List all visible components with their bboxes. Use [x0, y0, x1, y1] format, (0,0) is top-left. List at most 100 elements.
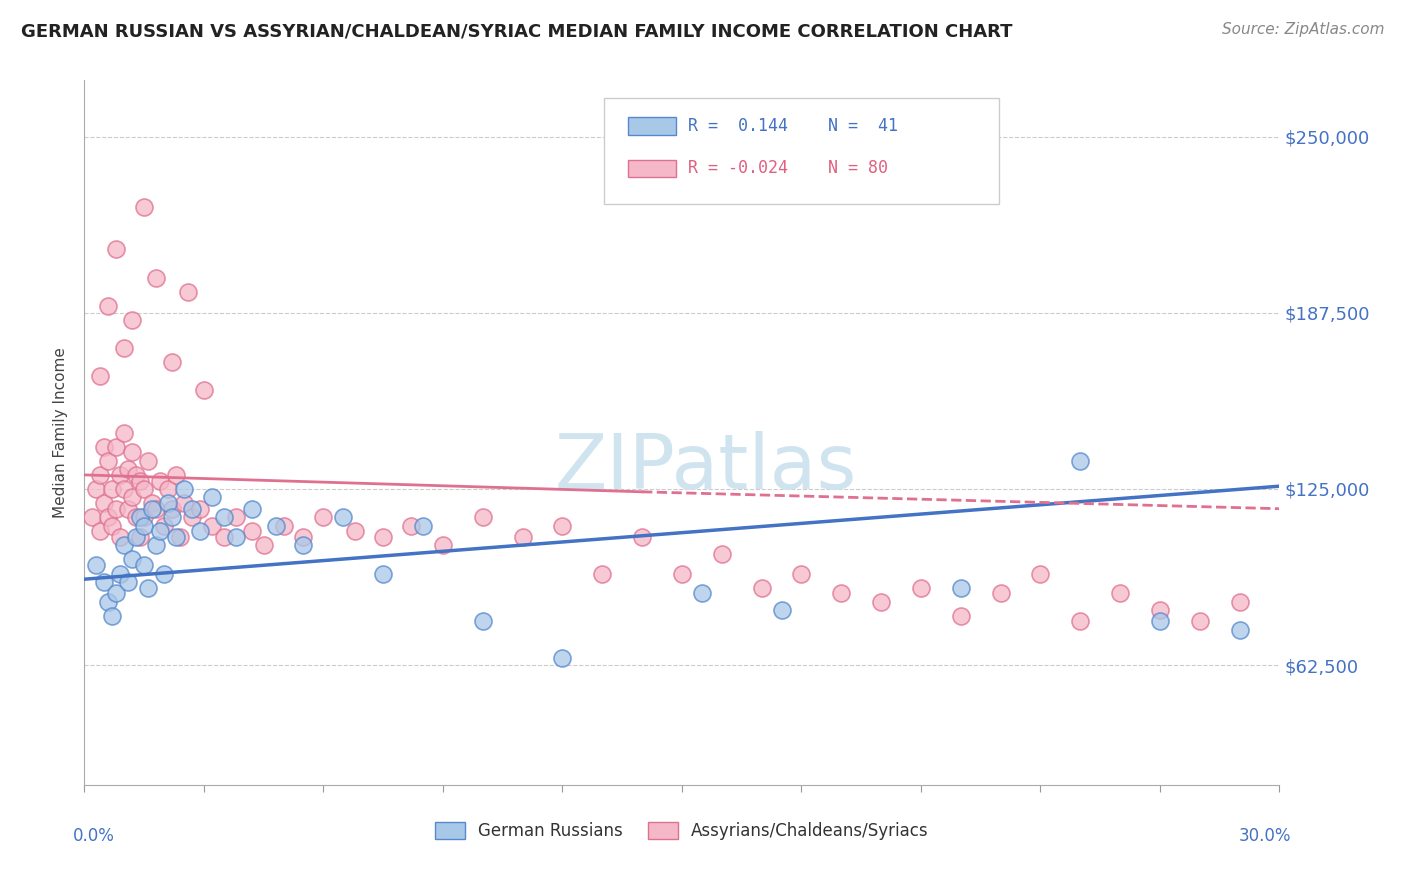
Point: [101, 482, 124, 496]
Point: [89, 467, 111, 482]
Point: [132, 558, 156, 573]
Point: [373, 530, 395, 544]
Point: [141, 501, 163, 516]
Point: [132, 510, 156, 524]
Point: [212, 510, 235, 524]
Point: [110, 566, 132, 581]
Point: [157, 482, 180, 496]
Legend: German Russians, Assyrians/Chaldeans/Syriacs: German Russians, Assyrians/Chaldeans/Syr…: [434, 822, 929, 840]
Point: [149, 474, 172, 488]
Point: [101, 518, 124, 533]
Point: [201, 491, 224, 505]
Point: [112, 341, 135, 355]
Point: [112, 482, 135, 496]
Point: [1029, 566, 1052, 581]
Point: [201, 518, 224, 533]
Point: [160, 501, 183, 516]
Point: [82, 510, 104, 524]
Point: [132, 482, 156, 496]
Point: [101, 608, 124, 623]
Point: [253, 538, 276, 552]
Point: [121, 491, 143, 505]
Point: [117, 574, 139, 589]
Point: [240, 501, 263, 516]
Point: [105, 440, 128, 454]
Point: [1229, 623, 1251, 637]
Point: [121, 313, 143, 327]
Point: [93, 496, 115, 510]
Point: [870, 595, 893, 609]
Point: [1149, 603, 1171, 617]
Point: [153, 566, 176, 581]
Point: [93, 440, 115, 454]
Point: [132, 200, 156, 214]
Point: [710, 547, 733, 561]
Point: [157, 496, 180, 510]
Point: [173, 496, 195, 510]
Point: [591, 566, 613, 581]
Point: [949, 581, 972, 595]
Point: [165, 530, 187, 544]
Point: [910, 581, 932, 595]
Text: GERMAN RUSSIAN VS ASSYRIAN/CHALDEAN/SYRIAC MEDIAN FAMILY INCOME CORRELATION CHAR: GERMAN RUSSIAN VS ASSYRIAN/CHALDEAN/SYRI…: [21, 22, 1012, 40]
Point: [145, 270, 167, 285]
Point: [89, 524, 111, 539]
Point: [125, 530, 148, 544]
Point: [112, 538, 135, 552]
Point: [551, 651, 574, 665]
Point: [121, 552, 143, 566]
Point: [177, 285, 200, 299]
Point: [165, 467, 187, 482]
Point: [1188, 615, 1211, 629]
Point: [181, 501, 204, 516]
Point: [990, 586, 1012, 600]
Point: [1069, 454, 1091, 468]
Point: [117, 462, 139, 476]
Point: [690, 586, 713, 600]
FancyBboxPatch shape: [605, 98, 998, 203]
Point: [132, 518, 156, 533]
Point: [89, 369, 111, 384]
Point: [949, 608, 972, 623]
Point: [292, 530, 315, 544]
Point: [671, 566, 693, 581]
Point: [97, 299, 120, 313]
Point: [212, 530, 235, 544]
Point: [97, 595, 120, 609]
Point: [631, 530, 654, 544]
Point: [312, 510, 335, 524]
Point: [790, 566, 813, 581]
Point: [169, 530, 191, 544]
Point: [188, 524, 211, 539]
Point: [512, 530, 534, 544]
Point: [129, 474, 152, 488]
Point: [432, 538, 454, 552]
Point: [125, 467, 148, 482]
Point: [181, 510, 204, 524]
Point: [225, 510, 247, 524]
Point: [86, 482, 108, 496]
Point: [1229, 595, 1251, 609]
Text: ZIPatlas: ZIPatlas: [554, 431, 858, 505]
FancyBboxPatch shape: [628, 160, 676, 178]
Point: [121, 445, 143, 459]
Point: [188, 501, 211, 516]
Point: [770, 603, 793, 617]
Point: [112, 425, 135, 440]
Point: [129, 530, 152, 544]
Point: [264, 518, 287, 533]
Point: [471, 510, 494, 524]
FancyBboxPatch shape: [628, 117, 676, 135]
Point: [105, 501, 128, 516]
Point: [145, 501, 167, 516]
Point: [412, 518, 434, 533]
Text: 0.0%: 0.0%: [73, 827, 114, 846]
Point: [1149, 615, 1171, 629]
Point: [160, 510, 183, 524]
Point: [93, 574, 115, 589]
Point: [292, 538, 315, 552]
Point: [141, 496, 163, 510]
Point: [153, 518, 176, 533]
Text: R = -0.024    N = 80: R = -0.024 N = 80: [688, 160, 887, 178]
Point: [110, 467, 132, 482]
